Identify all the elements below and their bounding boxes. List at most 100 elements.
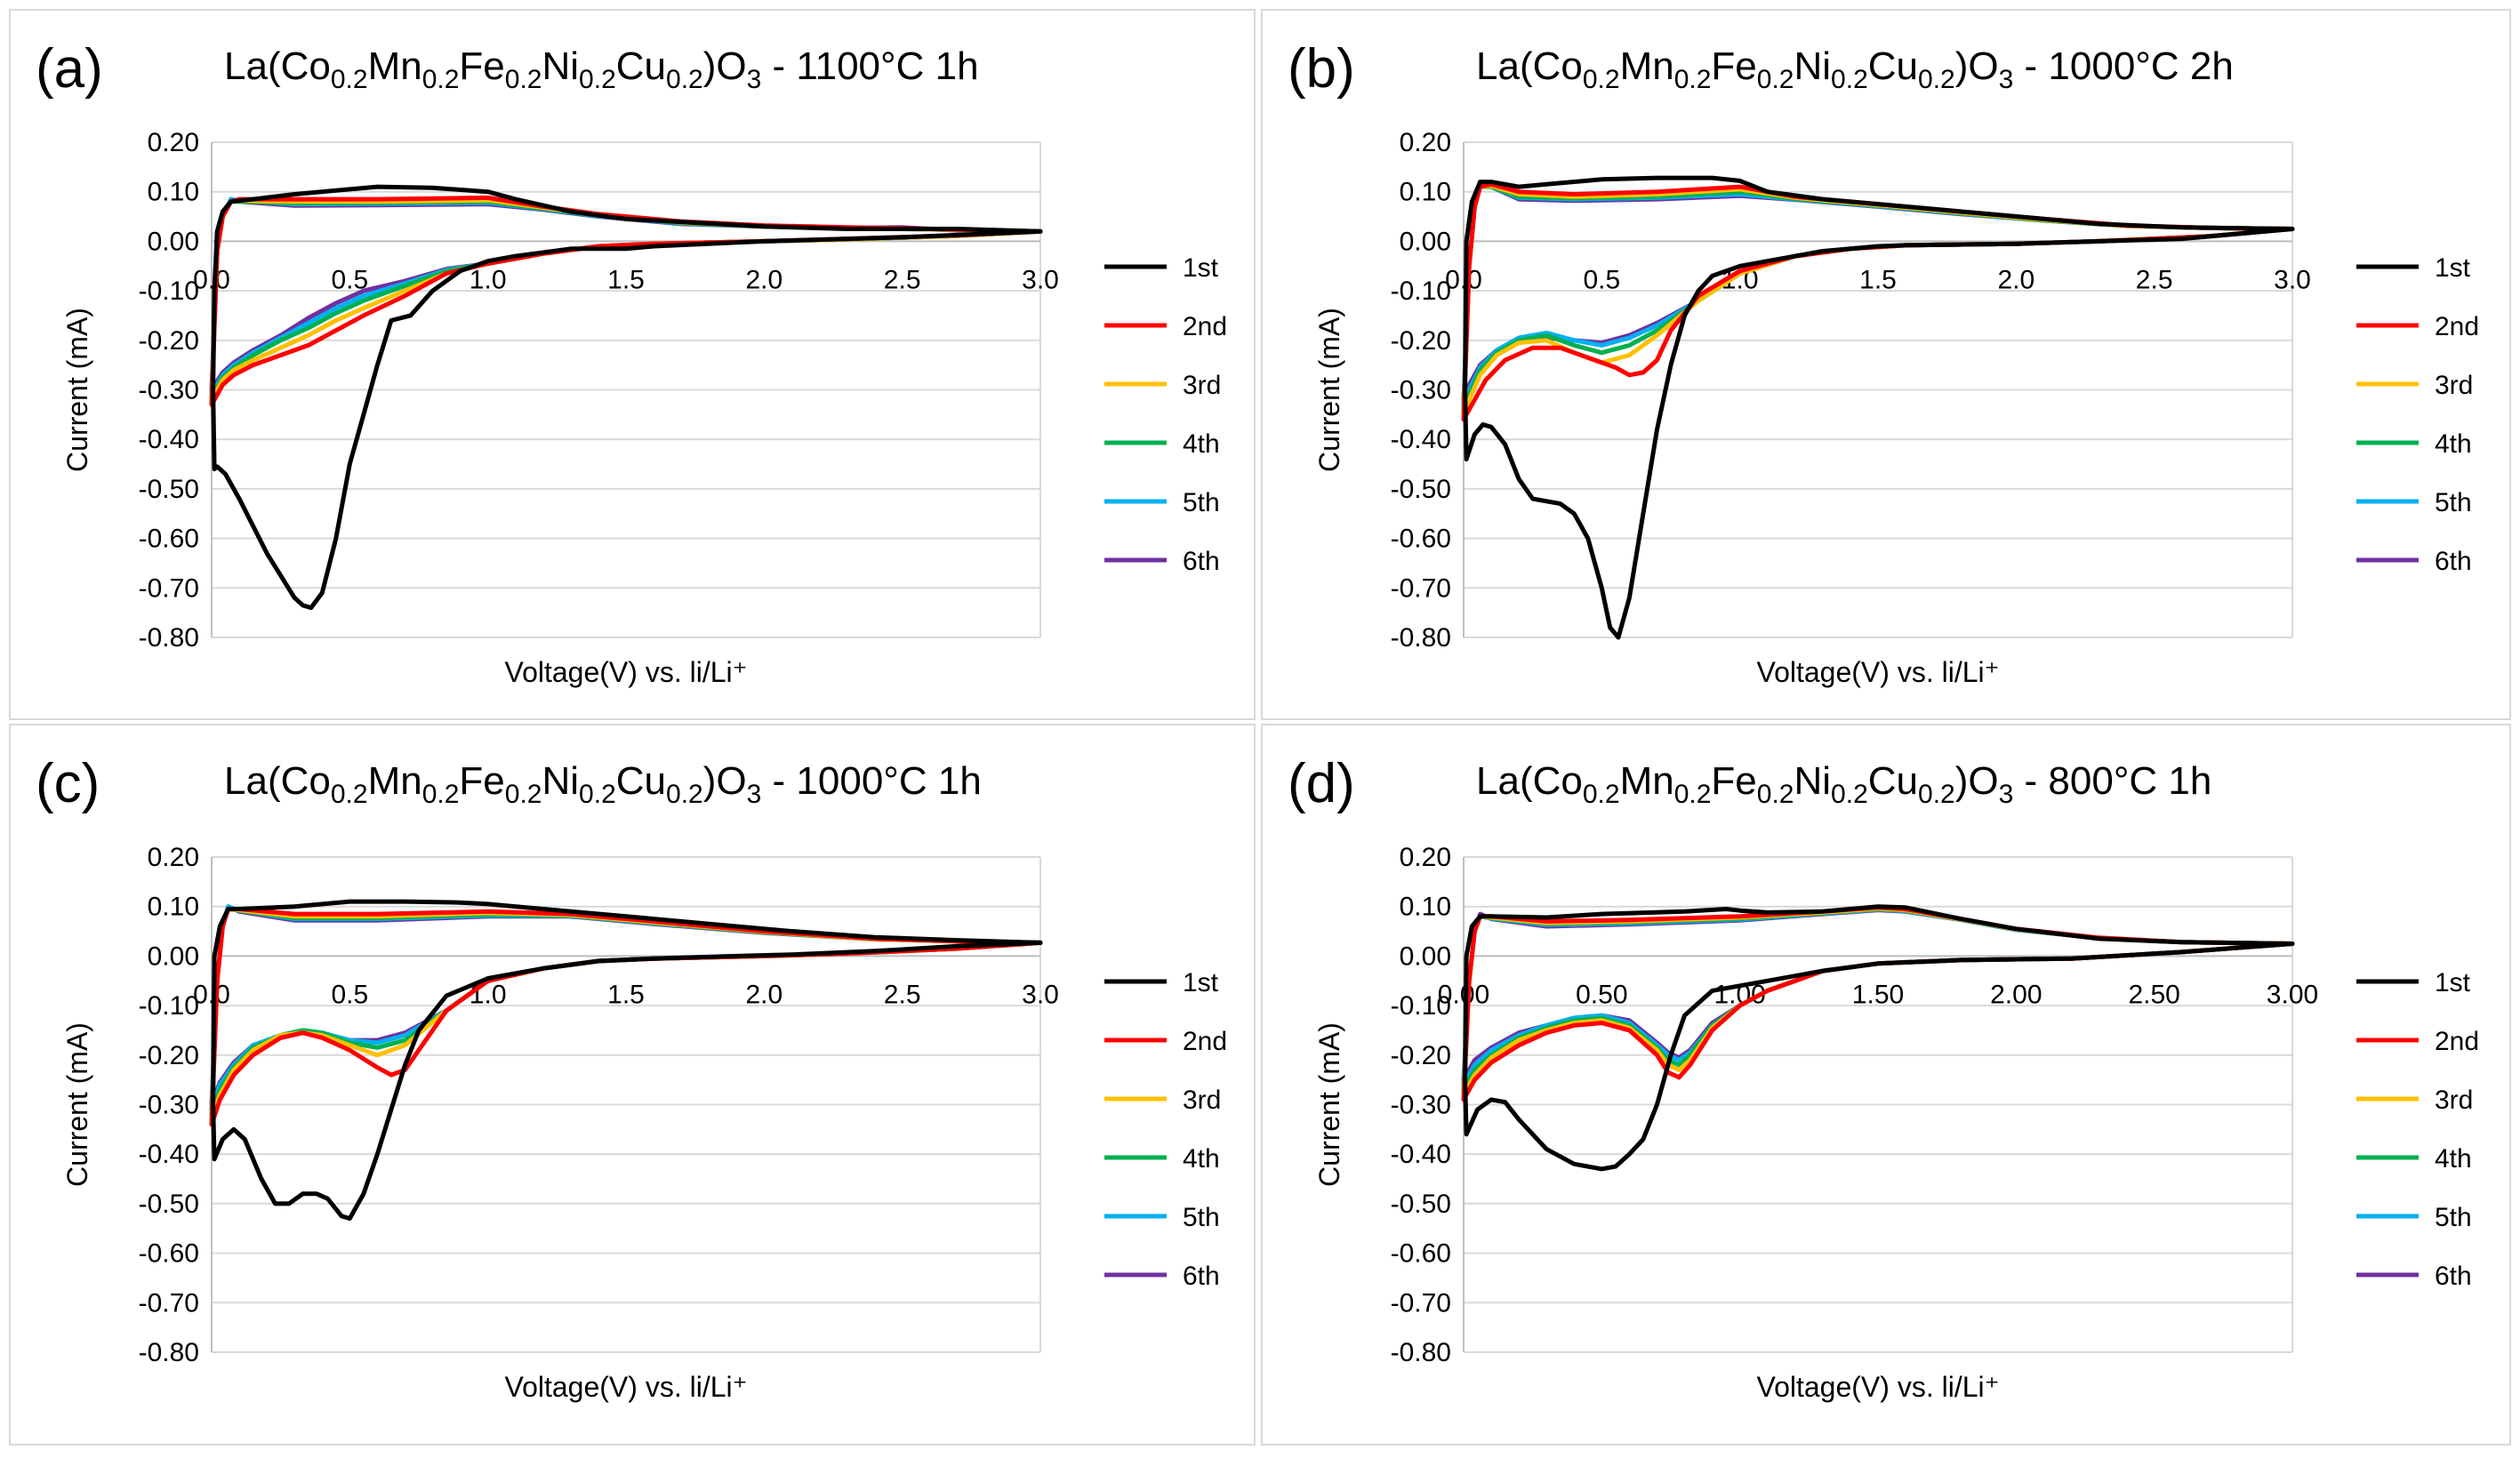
- y-axis-title: Current (mA): [61, 1022, 93, 1187]
- x-tick-label: 1.5: [607, 265, 645, 294]
- y-tick-label: -0.80: [139, 1338, 199, 1367]
- x-tick-label: 0.00: [1438, 980, 1489, 1009]
- legend-label: 6th: [2435, 1262, 2472, 1291]
- y-tick-label: -0.20: [139, 1041, 199, 1070]
- y-tick-label: 0.20: [1400, 128, 1451, 157]
- series-line-1st: [1463, 175, 2295, 640]
- series-line-2nd: [1461, 181, 2295, 422]
- legend-label: 3rd: [1183, 371, 1221, 400]
- y-tick-label: -0.40: [1391, 425, 1451, 454]
- x-tick-label: 1.5: [607, 980, 645, 1009]
- legend-label: 5th: [2435, 488, 2472, 517]
- panel-c: (c) La(Co0.2Mn0.2Fe0.2Ni0.2Cu0.2)O3 - 100…: [9, 724, 1256, 1446]
- legend-label: 2nd: [2435, 312, 2479, 341]
- y-tick-label: -0.40: [1391, 1140, 1451, 1169]
- y-tick-label: -0.10: [1391, 991, 1451, 1021]
- y-tick-label: 0.20: [148, 843, 199, 872]
- y-tick-label: -0.30: [1391, 376, 1451, 405]
- legend-label: 5th: [1183, 1203, 1220, 1232]
- chart-title: La(Co0.2Mn0.2Fe0.2Ni0.2Cu0.2)O3 - 800°C …: [1476, 759, 2212, 809]
- x-tick-label: 2.0: [745, 265, 782, 294]
- legend-label: 4th: [1183, 429, 1220, 459]
- y-tick-label: -0.70: [139, 573, 199, 603]
- y-tick-label: -0.60: [1391, 525, 1451, 554]
- legend-label: 3rd: [1183, 1085, 1221, 1115]
- x-tick-label: 0.50: [1576, 980, 1627, 1009]
- x-axis-title: Voltage(V) vs. li/Li⁺: [1757, 656, 2000, 688]
- y-tick-label: -0.10: [1391, 276, 1451, 306]
- y-tick-label: -0.70: [139, 1288, 199, 1318]
- legend-label: 4th: [2435, 429, 2472, 459]
- x-tick-label: 0.0: [193, 980, 230, 1009]
- legend-label: 2nd: [2435, 1027, 2479, 1056]
- legend-label: 3rd: [2435, 371, 2473, 400]
- x-tick-label: 1.50: [1852, 980, 1904, 1009]
- cv-plot: 0.20 0.10 0.00 -0.10 -0.20 -0.30 -0.40 -0.50 -0.…: [1313, 128, 2479, 688]
- panel-label: (a): [36, 38, 103, 100]
- series-line-1st: [1463, 904, 2295, 1172]
- panel-label: (c): [36, 753, 100, 814]
- chart-title: La(Co0.2Mn0.2Fe0.2Ni0.2Cu0.2)O3 - 1000°C…: [1476, 44, 2234, 94]
- y-axis-title: Current (mA): [61, 308, 93, 472]
- legend-label: 1st: [1183, 968, 1219, 997]
- y-tick-label: -0.30: [139, 1091, 199, 1120]
- y-tick-label: -0.60: [139, 1239, 199, 1269]
- x-tick-label: 2.0: [745, 980, 782, 1009]
- y-tick-label: -0.80: [1391, 1338, 1451, 1367]
- y-tick-label: -0.60: [1391, 1239, 1451, 1269]
- series-line-1st: [211, 184, 1043, 611]
- x-tick-label: 3.0: [2274, 265, 2311, 294]
- panel-b: (b) La(Co0.2Mn0.2Fe0.2Ni0.2Cu0.2)O3 - 100…: [1261, 9, 2511, 720]
- y-tick-label: 0.10: [1400, 178, 1451, 207]
- x-tick-label: 0.5: [331, 980, 368, 1009]
- x-tick-label: 2.5: [884, 980, 921, 1009]
- x-tick-label: 3.00: [2267, 980, 2318, 1009]
- y-tick-label: -0.40: [139, 1140, 199, 1169]
- legend-label: 3rd: [2435, 1085, 2473, 1115]
- y-tick-label: -0.80: [1391, 623, 1451, 653]
- y-tick-label: 0.00: [148, 227, 199, 256]
- x-tick-label: 2.5: [2136, 265, 2173, 294]
- panel-label: (d): [1288, 753, 1355, 814]
- legend-label: 2nd: [1183, 312, 1227, 341]
- cv-plot: 0.200.100.00-0.10-0.20-0.30-0.40-0.50-0.…: [1313, 843, 2479, 1403]
- chart-title: La(Co0.2Mn0.2Fe0.2Ni0.2Cu0.2)O3 - 1000°C…: [224, 759, 982, 809]
- x-axis-title: Voltage(V) vs. li/Li⁺: [505, 1371, 748, 1403]
- legend-label: 6th: [1183, 1262, 1220, 1291]
- y-tick-label: -0.20: [1391, 1041, 1451, 1070]
- x-tick-label: 0.0: [193, 265, 230, 294]
- legend-label: 6th: [2435, 547, 2472, 576]
- legend-label: 6th: [1183, 547, 1220, 576]
- y-tick-label: 0.20: [1400, 843, 1451, 872]
- legend-label: 1st: [2435, 968, 2471, 997]
- y-tick-label: 0.10: [1400, 893, 1451, 922]
- series-line-4th: [1461, 184, 2295, 413]
- y-tick-label: -0.10: [139, 991, 199, 1021]
- legend-label: 4th: [1183, 1144, 1220, 1174]
- y-tick-label: 0.10: [148, 178, 199, 207]
- y-tick-label: -0.50: [139, 1190, 199, 1219]
- x-axis-title: Voltage(V) vs. li/Li⁺: [1757, 1371, 2000, 1403]
- y-tick-label: -0.40: [139, 425, 199, 454]
- legend-label: 1st: [1183, 253, 1219, 283]
- x-tick-label: 2.50: [2128, 980, 2179, 1009]
- x-tick-label: 2.0: [1997, 265, 2034, 294]
- y-tick-label: -0.30: [139, 376, 199, 405]
- y-tick-label: -0.80: [139, 623, 199, 653]
- y-tick-label: 0.20: [148, 128, 199, 157]
- y-tick-label: -0.20: [1391, 326, 1451, 356]
- legend-label: 4th: [2435, 1144, 2472, 1174]
- legend-label: 2nd: [1183, 1027, 1227, 1056]
- y-tick-label: 0.00: [1400, 227, 1451, 256]
- panel-d: (d) La(Co0.2Mn0.2Fe0.2Ni0.2Cu0.2)O3 - 800…: [1261, 724, 2511, 1446]
- y-axis-title: Current (mA): [1313, 308, 1345, 472]
- x-tick-label: 0.0: [1445, 265, 1482, 294]
- y-tick-label: -0.20: [139, 326, 199, 356]
- y-tick-label: 0.00: [1400, 941, 1451, 971]
- cv-plot: 0.200.100.00-0.10-0.20-0.30-0.40-0.50-0.…: [61, 843, 1227, 1403]
- chart-title: La(Co0.2Mn0.2Fe0.2Ni0.2Cu0.2)O3 - 1100°C…: [224, 44, 979, 94]
- y-tick-label: -0.50: [1391, 1190, 1451, 1219]
- y-tick-label: -0.50: [1391, 475, 1451, 504]
- y-tick-label: -0.10: [139, 276, 199, 306]
